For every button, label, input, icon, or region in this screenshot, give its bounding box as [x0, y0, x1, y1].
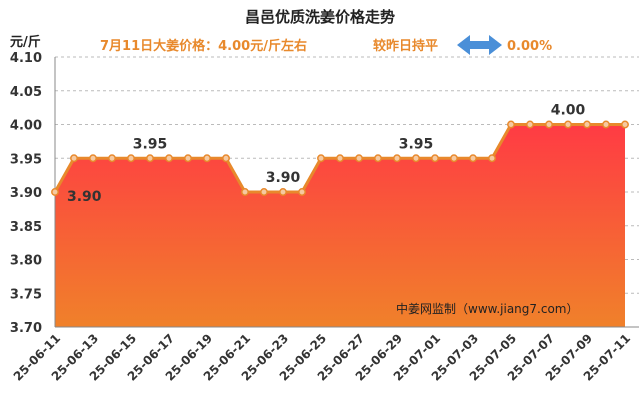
- data-label: 3.90: [266, 170, 301, 186]
- data-point: [469, 154, 477, 163]
- y-tick-label: 3.70: [10, 321, 42, 336]
- double-arrow-icon: [457, 35, 502, 55]
- data-point: [412, 154, 420, 163]
- data-point: [621, 120, 629, 129]
- data-point: [165, 154, 173, 163]
- watermark: 中姜网监制（www.jiang7.com）: [396, 301, 578, 316]
- data-point: [260, 188, 268, 196]
- data-point: [431, 154, 439, 163]
- data-label: 3.90: [67, 189, 102, 205]
- data-labels: 3.90 3.95 3.90 3.95 4.00: [67, 103, 586, 206]
- data-point: [108, 154, 116, 163]
- data-point: [355, 154, 363, 163]
- data-point: [241, 188, 249, 196]
- data-point: [279, 188, 287, 196]
- data-point: [89, 154, 97, 163]
- data-point: [222, 154, 230, 163]
- y-tick-label: 3.95: [10, 152, 42, 167]
- y-tick-label: 4.05: [10, 85, 42, 100]
- data-point: [317, 154, 325, 163]
- chart-title: 昌邑优质洗姜价格走势: [245, 8, 395, 26]
- y-tick-label: 3.90: [10, 186, 42, 201]
- y-tick-label: 3.85: [10, 220, 42, 235]
- data-point: [526, 120, 534, 129]
- data-point: [146, 154, 154, 163]
- unit-label: 元/斤: [10, 34, 41, 50]
- data-point: [583, 120, 591, 129]
- data-point: [374, 154, 382, 163]
- price-area: [55, 124, 625, 327]
- data-point: [393, 154, 401, 163]
- data-point: [203, 154, 211, 163]
- data-label: 4.00: [551, 103, 586, 119]
- price-info: 7月11日大姜价格：4.00元/斤左右: [100, 38, 307, 54]
- data-point: [70, 154, 78, 163]
- data-point: [564, 120, 572, 129]
- data-point: [450, 154, 458, 163]
- data-point: [336, 154, 344, 163]
- data-points: [51, 120, 629, 196]
- data-point: [298, 188, 306, 196]
- data-point: [127, 154, 135, 163]
- compare-label: 较昨日持平: [373, 38, 438, 54]
- data-label: 3.95: [133, 136, 168, 152]
- data-point: [545, 120, 553, 129]
- y-tick-label: 4.00: [10, 119, 42, 134]
- change-percent: 0.00%: [507, 39, 552, 54]
- data-label: 3.95: [399, 136, 434, 152]
- data-point: [51, 188, 59, 196]
- data-point: [602, 120, 610, 129]
- y-axis-ticks: 4.10 4.05 4.00 3.95 3.90 3.85 3.80 3.75 3.70: [10, 51, 42, 336]
- y-tick-label: 3.80: [10, 254, 42, 269]
- data-point: [507, 120, 515, 129]
- data-point: [488, 154, 496, 163]
- y-tick-label: 4.10: [10, 51, 42, 66]
- data-point: [184, 154, 192, 163]
- x-axis-ticks: 25-06-1125-06-1325-06-1525-06-1725-06-19…: [11, 331, 633, 383]
- y-tick-label: 3.75: [10, 287, 42, 302]
